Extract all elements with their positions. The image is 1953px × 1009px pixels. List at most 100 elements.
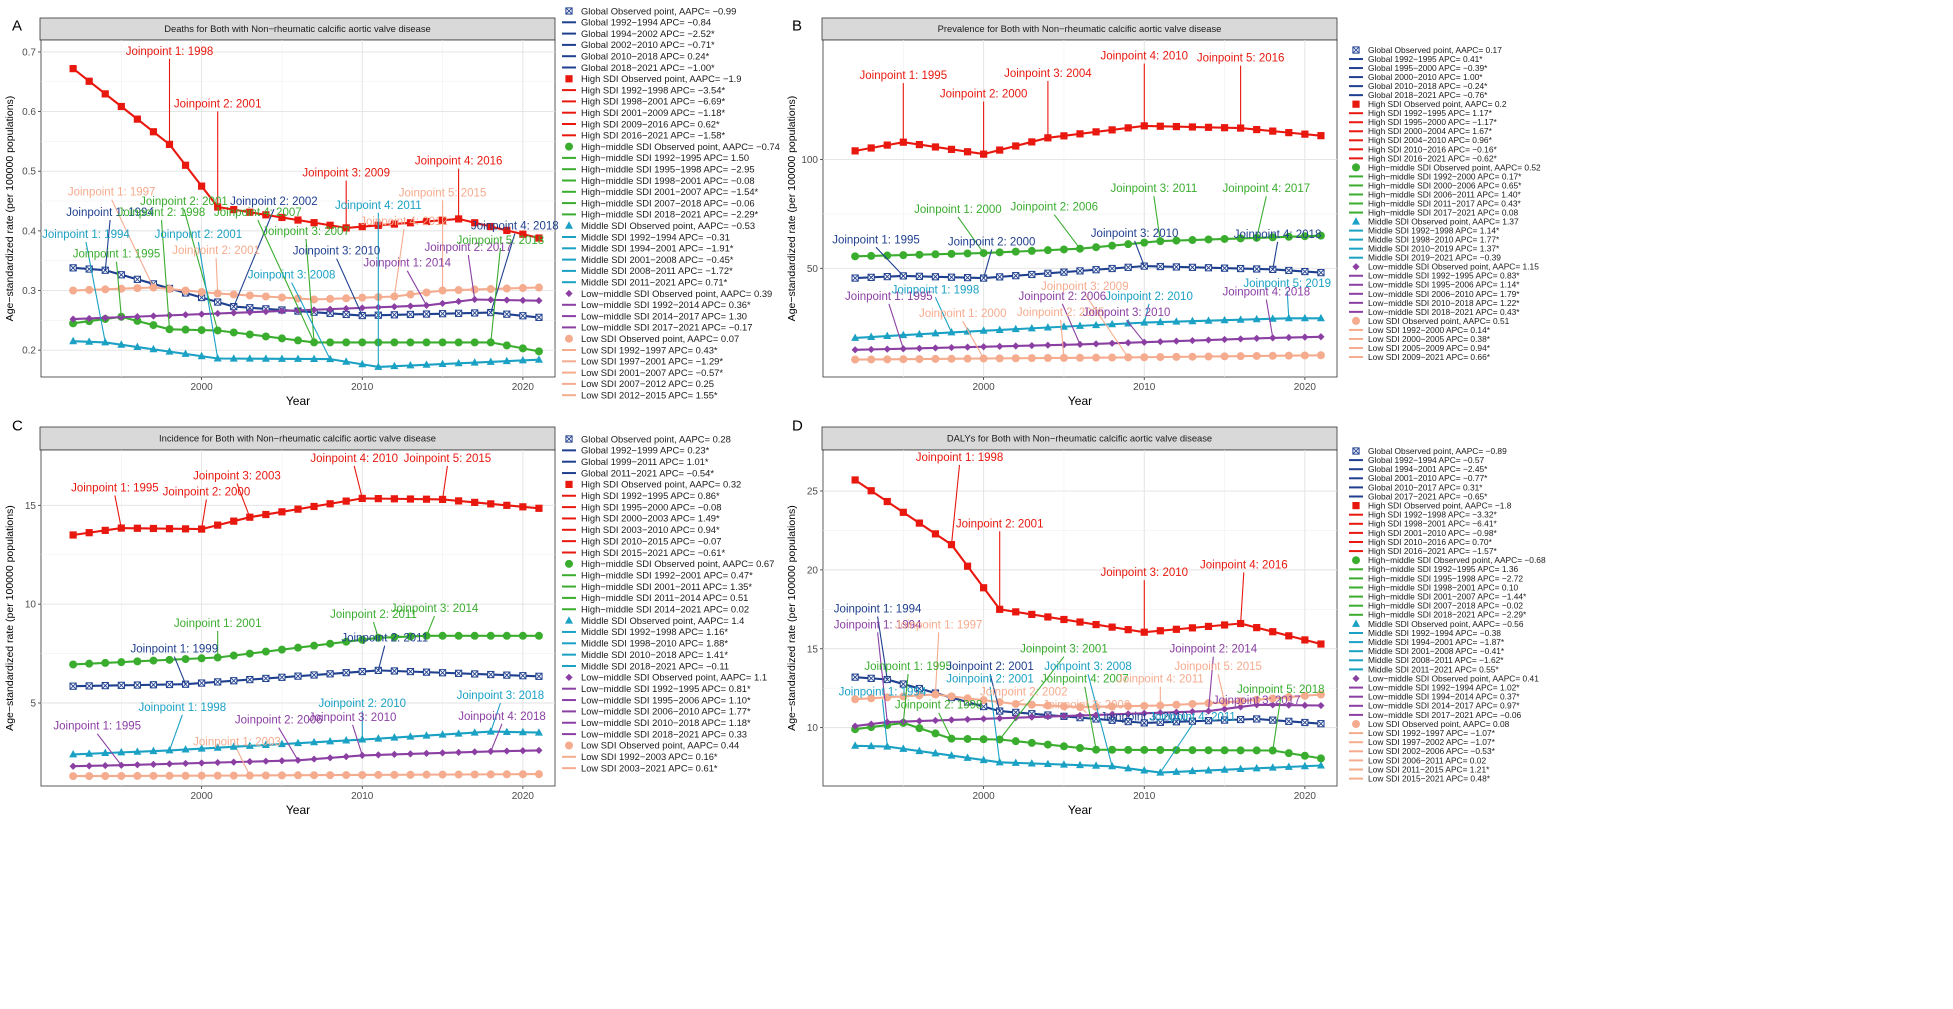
- observed-point: [518, 356, 527, 364]
- observed-point: [85, 659, 94, 668]
- observed-point: [1172, 236, 1181, 245]
- legend-key-point: [565, 480, 573, 488]
- joinpoint-leader: [490, 702, 501, 732]
- observed-point: [149, 524, 158, 533]
- observed-point: [277, 739, 286, 748]
- legend-item: High−middle SDI 2011−2014 APC= 0.51: [562, 592, 748, 603]
- observed-point: [1124, 702, 1133, 711]
- joinpoint-label: Joinpoint 1: 1998: [126, 46, 214, 58]
- joinpoint-leader: [962, 320, 985, 359]
- observed-point: [1043, 323, 1052, 331]
- observed-point: [883, 331, 892, 340]
- legend-item: High SDI 2016−2021 APC= −1.57*: [1349, 546, 1497, 556]
- observed-point: [980, 584, 988, 592]
- observed-point: [406, 290, 415, 299]
- observed-point: [277, 645, 286, 654]
- observed-point: [1204, 717, 1213, 725]
- observed-point: [1076, 744, 1084, 753]
- joinpoint-label: Joinpoint 1: 1995: [864, 661, 952, 673]
- legend-label: Middle SDI 1998−2010 APC= 1.88*: [581, 638, 728, 649]
- observed-point: [503, 310, 511, 318]
- observed-point: [931, 273, 940, 281]
- observed-point: [1285, 333, 1293, 342]
- observed-point: [149, 746, 158, 755]
- observed-point: [883, 355, 892, 364]
- observed-point: [278, 673, 286, 681]
- legend-label: Global 1994−2002 APC= −2.52*: [581, 28, 715, 39]
- legend-item: High−middle SDI Observed point, AAPC= 0.…: [565, 558, 774, 569]
- observed-point: [1156, 262, 1164, 271]
- legend-key-point: [1352, 217, 1360, 225]
- legend-label: Low SDI 1997−2001 APC= −1.29*: [581, 356, 723, 367]
- observed-point: [963, 249, 972, 258]
- observed-point: [133, 524, 141, 532]
- legend-key-point: [1352, 263, 1360, 271]
- legend-label: Middle SDI 2011−2021 APC= 0.71*: [581, 276, 728, 287]
- observed-point: [979, 735, 988, 744]
- legend-label: Low−middle SDI 2014−2017 APC= 1.30: [581, 310, 747, 321]
- observed-point: [213, 771, 222, 780]
- observed-point: [342, 637, 351, 646]
- joinpoint-leader: [406, 270, 427, 306]
- observed-point: [1220, 335, 1229, 344]
- observed-point: [1253, 265, 1261, 273]
- observed-point: [213, 743, 222, 751]
- joinpoint-label: Joinpoint 3: 2004: [1004, 68, 1092, 80]
- observed-point: [535, 297, 543, 305]
- observed-point: [1108, 702, 1117, 711]
- legend-item: Low−middle SDI 1995−2006 APC= 1.14*: [1349, 280, 1520, 290]
- observed-point: [198, 310, 206, 318]
- observed-point: [1253, 715, 1261, 723]
- observed-point: [851, 355, 860, 364]
- observed-point: [1092, 320, 1101, 329]
- observed-point: [1268, 746, 1277, 755]
- observed-point: [1316, 761, 1325, 769]
- legend-label: High−middle SDI 2007−2018 APC= −0.06: [581, 197, 755, 208]
- series-low-middle-sdi: [851, 333, 1325, 354]
- observed-point: [406, 338, 415, 347]
- observed-point: [487, 500, 495, 508]
- observed-point: [1204, 316, 1213, 324]
- x-axis-title: Year: [286, 803, 310, 817]
- legend-item: Low−middle SDI 2006−2010 APC= 1.79*: [1349, 289, 1520, 299]
- legend-item: Low−middle SDI 1992−1995 APC= 0.83*: [1349, 271, 1520, 281]
- observed-point: [1237, 335, 1245, 343]
- y-axis-title: Age−standardized rate (per 100000 popula…: [786, 96, 798, 322]
- observed-point: [1237, 619, 1245, 628]
- observed-point: [117, 681, 125, 689]
- joinpoint-leader: [1053, 214, 1081, 250]
- observed-point: [245, 741, 254, 749]
- observed-point: [1172, 317, 1181, 325]
- observed-point: [261, 292, 270, 301]
- observed-point: [1156, 627, 1164, 635]
- legend-label: High−middle SDI 2001−2011 APC= 1.35*: [581, 581, 752, 592]
- observed-point: [1092, 243, 1101, 252]
- legend-item: Low−middle SDI 2010−2018 APC= 1.22*: [1349, 298, 1520, 308]
- observed-point: [963, 734, 972, 743]
- observed-point: [1317, 720, 1325, 728]
- observed-point: [214, 521, 222, 529]
- legend-label: Low−middle SDI 2018−2021 APC= 0.33: [581, 728, 747, 739]
- legend-item: High SDI 1995−2000 APC= −1.17*: [1349, 117, 1497, 127]
- observed-point: [1043, 353, 1052, 362]
- legend-item: High SDI 2004−2010 APC= 0.96*: [1349, 135, 1493, 145]
- legend-label: High SDI 2001−2009 APC= −1.18*: [581, 107, 725, 118]
- legend-item: High SDI 2010−2015 APC= −0.07: [562, 535, 721, 546]
- observed-point: [851, 722, 859, 730]
- observed-point: [358, 667, 366, 676]
- observed-point: [1317, 333, 1325, 341]
- joinpoint-label: Joinpoint 1: 1995: [71, 483, 159, 495]
- observed-point: [310, 755, 318, 763]
- observed-point: [1316, 754, 1325, 763]
- observed-point: [198, 182, 206, 190]
- observed-point: [1011, 699, 1020, 708]
- observed-point: [133, 316, 142, 325]
- joinpoint-leader: [336, 258, 363, 316]
- legend-item: Global 2010−2018 APC= −0.24*: [1349, 81, 1488, 91]
- legend-label: Middle SDI Observed point, AAPC= −0.53: [581, 220, 755, 231]
- observed-point: [1028, 270, 1036, 279]
- observed-point: [133, 342, 142, 351]
- legend-label: Global Observed point, AAPC= −0.89: [1368, 446, 1507, 456]
- legend-label: Middle SDI 1992−1998 APC= 1.16*: [581, 626, 728, 637]
- observed-point: [1092, 745, 1101, 754]
